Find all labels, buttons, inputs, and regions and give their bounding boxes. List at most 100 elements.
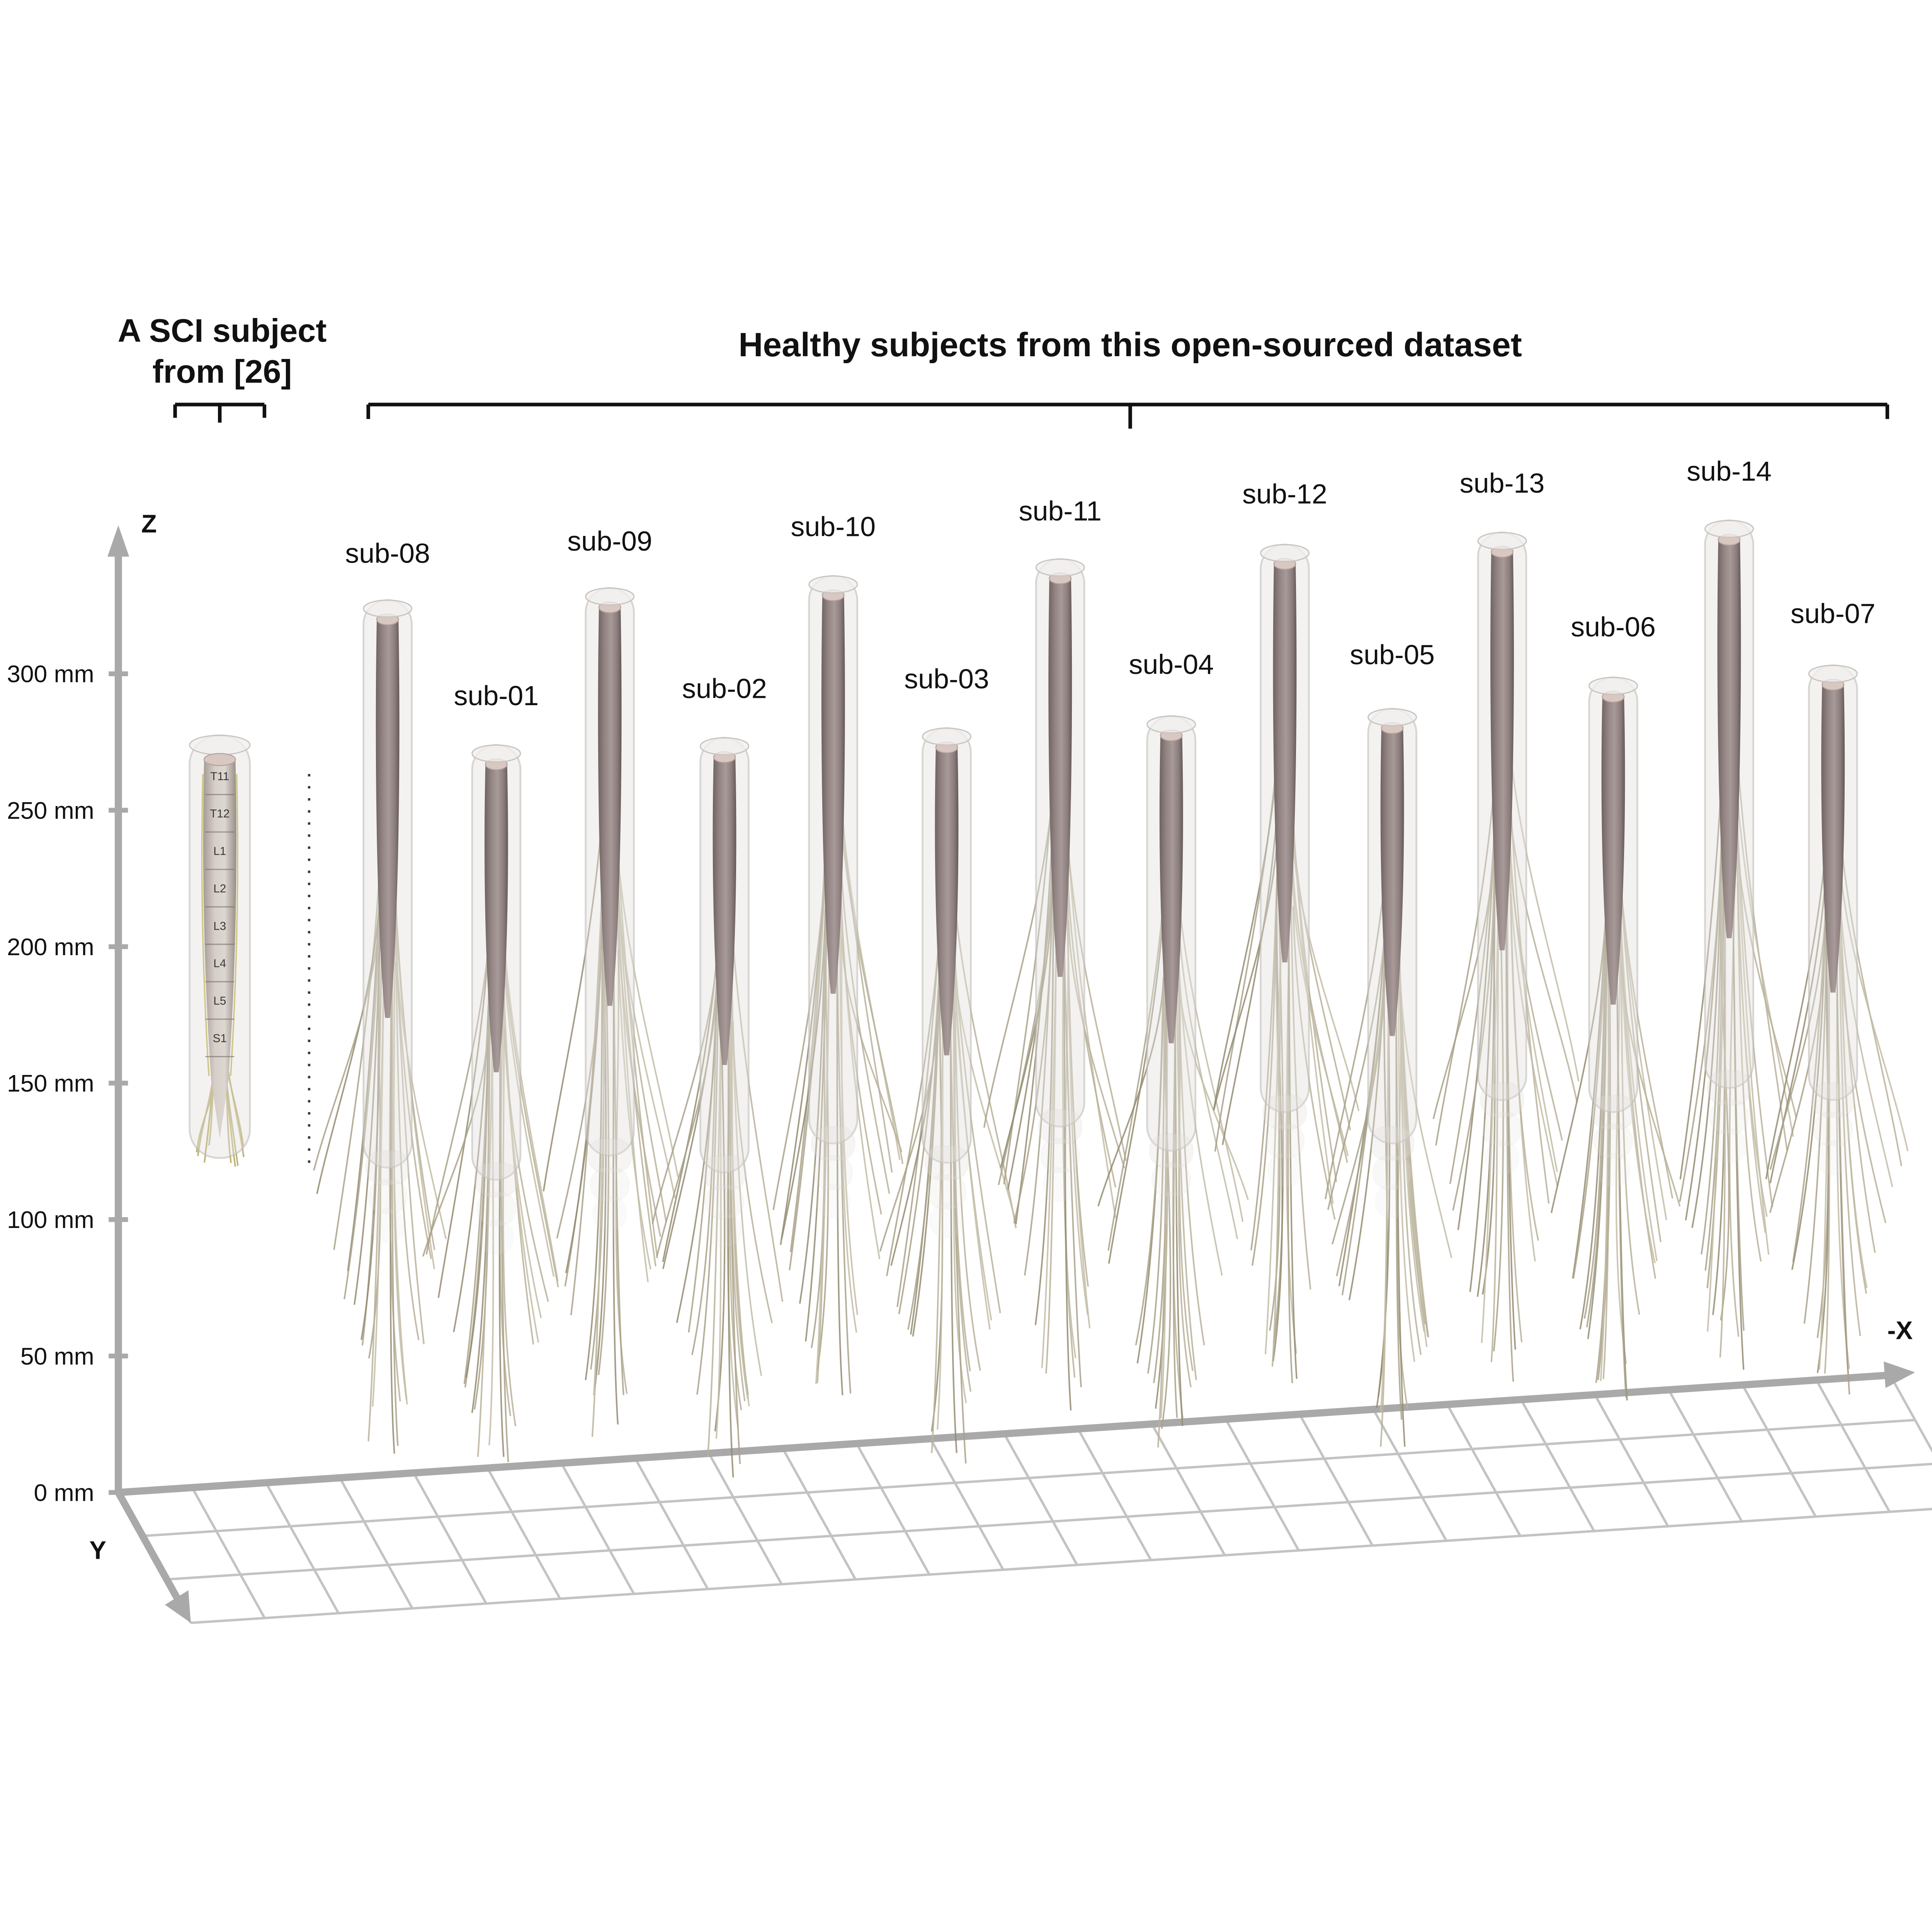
nerve-rootlet xyxy=(1621,961,1680,1207)
dura-ring xyxy=(1037,1109,1083,1144)
nerve-rootlet xyxy=(1840,926,1868,1288)
nerve-rootlet xyxy=(1395,989,1403,1420)
nerve-rootlet xyxy=(1817,881,1830,1373)
healthy-subjects: sub-08 sub-01 sub-09 sub-02 sub-10 sub-03 sub-… xyxy=(313,456,1908,1478)
nerve-rootlet xyxy=(1068,920,1125,1168)
nerve-rootlet xyxy=(1432,836,1496,1119)
subject-label: sub-08 xyxy=(345,538,430,569)
subject-label: sub-06 xyxy=(1571,612,1656,643)
dura-ring xyxy=(929,1203,964,1238)
nerve-rootlet xyxy=(952,944,1017,1225)
spinal-cord xyxy=(935,747,959,1056)
nerve-rootlet xyxy=(676,998,718,1323)
dura-ring xyxy=(370,1208,405,1243)
nerve-rootlet xyxy=(1160,996,1168,1418)
dura-ring xyxy=(1262,1094,1307,1130)
grid-line xyxy=(142,1418,1915,1537)
subject-sub-12: sub-12 xyxy=(1213,479,1359,1383)
dura-ring xyxy=(1482,1111,1522,1147)
vertebral-level-label: L2 xyxy=(213,882,226,895)
dura-ring xyxy=(592,1196,628,1231)
subject-sub-02: sub-02 xyxy=(651,673,783,1478)
nerve-rootlet xyxy=(1097,977,1164,1207)
nerve-rootlet xyxy=(1620,938,1656,1264)
dura-ring xyxy=(474,1162,519,1197)
side-nerve xyxy=(230,774,238,1076)
nerve-rootlet xyxy=(1291,848,1348,1163)
dura-ring xyxy=(1591,1094,1636,1130)
grid-line xyxy=(167,1463,1932,1581)
nerve-rootlet xyxy=(727,1018,741,1464)
dura-top-opening xyxy=(471,744,521,763)
nerve-rootlet xyxy=(1507,778,1578,1102)
grid-line xyxy=(338,1477,413,1609)
subject-sub-06: sub-06 xyxy=(1551,612,1680,1401)
grid-line xyxy=(708,1453,783,1585)
nerve-rootlet xyxy=(488,1025,494,1446)
nerve-rootlet xyxy=(616,891,661,1237)
subject-sub-03: sub-03 xyxy=(879,663,1017,1464)
dura-top-opening xyxy=(1035,558,1085,577)
nerve-rootlet xyxy=(662,954,719,1269)
subject-label: sub-12 xyxy=(1242,479,1327,510)
nerve-rootlet xyxy=(316,874,382,1194)
healthy-bracket xyxy=(366,403,1889,429)
dura-ring xyxy=(476,1191,516,1226)
subject-sub-08: sub-08 xyxy=(313,538,447,1454)
dura-ring xyxy=(1151,1162,1191,1197)
spinal-cord xyxy=(1380,728,1404,1036)
grid-line xyxy=(634,1458,709,1590)
dura-top-opening xyxy=(1477,532,1527,550)
subject-sub-13: sub-13 xyxy=(1432,468,1580,1382)
nerve-rootlet xyxy=(1292,877,1349,1156)
subject-sub-10: sub-10 xyxy=(772,512,903,1396)
nerve-rootlet xyxy=(656,976,718,1257)
x-axis-line xyxy=(118,1372,1888,1496)
dura-ring xyxy=(1595,1152,1631,1188)
dura-ring xyxy=(1813,1111,1853,1147)
nerve-rootlet xyxy=(1769,904,1827,1170)
nerve-rootlet xyxy=(1332,992,1385,1245)
nerve-rootlet xyxy=(1380,989,1389,1412)
nerve-rootlet xyxy=(1481,889,1500,1343)
grid-line xyxy=(1077,1429,1152,1561)
spinal-cord xyxy=(484,764,508,1072)
dura-top-opening xyxy=(189,735,251,755)
subject-label: sub-09 xyxy=(567,526,652,557)
dura-ring xyxy=(815,1184,851,1219)
healthy-title-text: Healthy subjects from this open-sourced … xyxy=(738,326,1522,364)
dura-ring xyxy=(479,1220,514,1255)
nerve-rootlet xyxy=(815,933,830,1384)
spinal-cord xyxy=(821,595,845,994)
nerve-rootlet xyxy=(1836,946,1850,1395)
subject-label: sub-10 xyxy=(791,512,876,543)
nerve-rootlet xyxy=(998,862,1054,1185)
nerve-rootlet xyxy=(1583,961,1606,1319)
nerve-rootlet xyxy=(390,957,399,1446)
nerve-rootlet xyxy=(499,1025,509,1463)
grid-line xyxy=(1890,1376,1932,1453)
nerve-rootlet xyxy=(691,1021,717,1355)
dura-ring xyxy=(1267,1152,1303,1188)
dura-ring xyxy=(1810,1082,1855,1118)
grid-line xyxy=(1816,1381,1891,1513)
dura-ring xyxy=(1040,1138,1080,1173)
nerve-rootlet xyxy=(1287,901,1293,1383)
dura-ring xyxy=(1265,1123,1305,1159)
nerve-rootlet xyxy=(1272,877,1283,1362)
nerve-rootlet xyxy=(465,1006,490,1378)
z-axis-arrow xyxy=(107,525,129,557)
y-axis-label: Y xyxy=(89,1536,106,1564)
dura-ring xyxy=(924,1145,969,1180)
nerve-rootlet xyxy=(585,862,604,1381)
nerve-rootlet xyxy=(1065,804,1127,1161)
dura-ring xyxy=(704,1184,745,1219)
nerve-rootlet xyxy=(395,932,447,1240)
nerve-rootlet xyxy=(839,879,882,1215)
dura-ring xyxy=(1485,1140,1520,1176)
nerve-rootlet xyxy=(1791,926,1826,1270)
dura-top-opening xyxy=(585,587,635,606)
spinal-cord xyxy=(1490,552,1514,951)
grid-line xyxy=(1372,1410,1447,1542)
